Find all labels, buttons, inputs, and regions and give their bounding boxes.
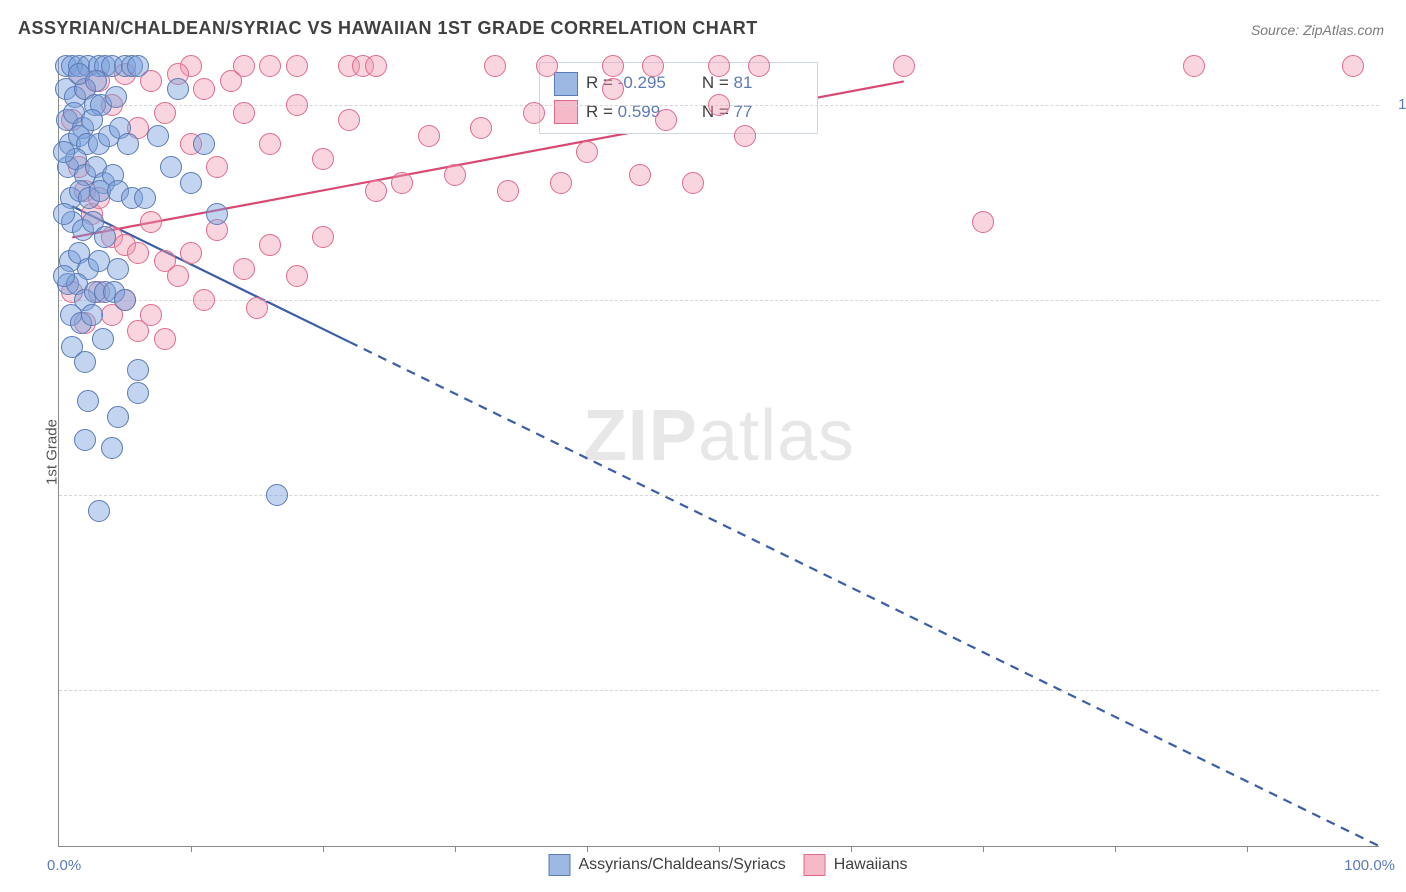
pink-point [246,297,268,319]
pink-point [286,55,308,77]
blue-point [167,78,189,100]
x-tick [719,846,720,852]
pink-point [748,55,770,77]
plot-area: ZIPatlas 1st Grade 0.0% 100.0% R = -0.29… [58,58,1379,847]
gridline [59,690,1379,691]
pink-point [167,265,189,287]
y-tick-label: 95.0% [1389,486,1406,503]
blue-point [74,351,96,373]
blue-point [127,359,149,381]
blue-point [114,289,136,311]
pink-point [484,55,506,77]
pink-point [154,328,176,350]
chart-title: ASSYRIAN/CHALDEAN/SYRIAC VS HAWAIIAN 1ST… [18,18,758,39]
pink-point [734,125,756,147]
pink-point [233,102,255,124]
pink-point [523,102,545,124]
x-tick [191,846,192,852]
pink-point [312,148,334,170]
pink-point [497,180,519,202]
pink-point [391,172,413,194]
pink-point [286,265,308,287]
y-axis-title: 1st Grade [43,419,60,485]
blue-point [74,429,96,451]
pink-point [154,102,176,124]
y-tick-label: 100.0% [1389,96,1406,113]
pink-point [708,94,730,116]
pink-point [259,234,281,256]
pink-point [708,55,730,77]
y-tick-label: 97.5% [1389,291,1406,308]
pink-point [365,180,387,202]
pink-point [365,55,387,77]
pink-point [193,78,215,100]
pink-point [972,211,994,233]
x-tick [851,846,852,852]
blue-point [101,437,123,459]
x-axis-min-label: 0.0% [47,857,81,874]
series-legend: Assyrians/Chaldeans/SyriacsHawaiians [530,854,907,876]
blue-point [180,172,202,194]
legend-item: Assyrians/Chaldeans/Syriacs [530,856,785,873]
pink-point [629,164,651,186]
pink-point [642,55,664,77]
x-tick [323,846,324,852]
x-tick [1115,846,1116,852]
pink-point [576,141,598,163]
pink-point [312,226,334,248]
legend-item: Hawaiians [786,856,908,873]
blue-point [127,382,149,404]
pink-point [180,242,202,264]
pink-point [259,133,281,155]
pink-point [127,242,149,264]
pink-point [470,117,492,139]
blue-point [193,133,215,155]
blue-point [117,133,139,155]
blue-point [88,250,110,272]
blue-point [81,304,103,326]
pink-point [259,55,281,77]
pink-point [1183,55,1205,77]
pink-point [140,304,162,326]
pink-point [220,70,242,92]
blue-point [53,141,75,163]
gridline [59,495,1379,496]
x-axis-max-label: 100.0% [1344,857,1395,874]
blue-point [147,125,169,147]
pink-point [206,156,228,178]
pink-point [193,289,215,311]
blue-point [77,390,99,412]
blue-point [107,258,129,280]
blue-point [92,328,114,350]
stats-legend: R = -0.295 N = 81R = 0.599 N = 77 [539,62,818,134]
blue-point [105,86,127,108]
blue-point [88,500,110,522]
pink-point [893,55,915,77]
source-label: Source: ZipAtlas.com [1251,22,1384,38]
pink-point [1342,55,1364,77]
pink-point [286,94,308,116]
blue-point [134,187,156,209]
y-tick-label: 92.5% [1389,681,1406,698]
pink-point [444,164,466,186]
x-tick [1247,846,1248,852]
blue-point [107,406,129,428]
pink-point [140,211,162,233]
pink-point [338,109,360,131]
stats-legend-row: R = 0.599 N = 77 [554,98,803,127]
trend-lines [59,58,1379,846]
blue-point [127,55,149,77]
watermark: ZIPatlas [583,395,855,477]
pink-point [682,172,704,194]
pink-point [233,258,255,280]
blue-point [160,156,182,178]
pink-point [418,125,440,147]
x-tick [587,846,588,852]
pink-point [550,172,572,194]
x-tick [983,846,984,852]
blue-point [266,484,288,506]
x-tick [455,846,456,852]
